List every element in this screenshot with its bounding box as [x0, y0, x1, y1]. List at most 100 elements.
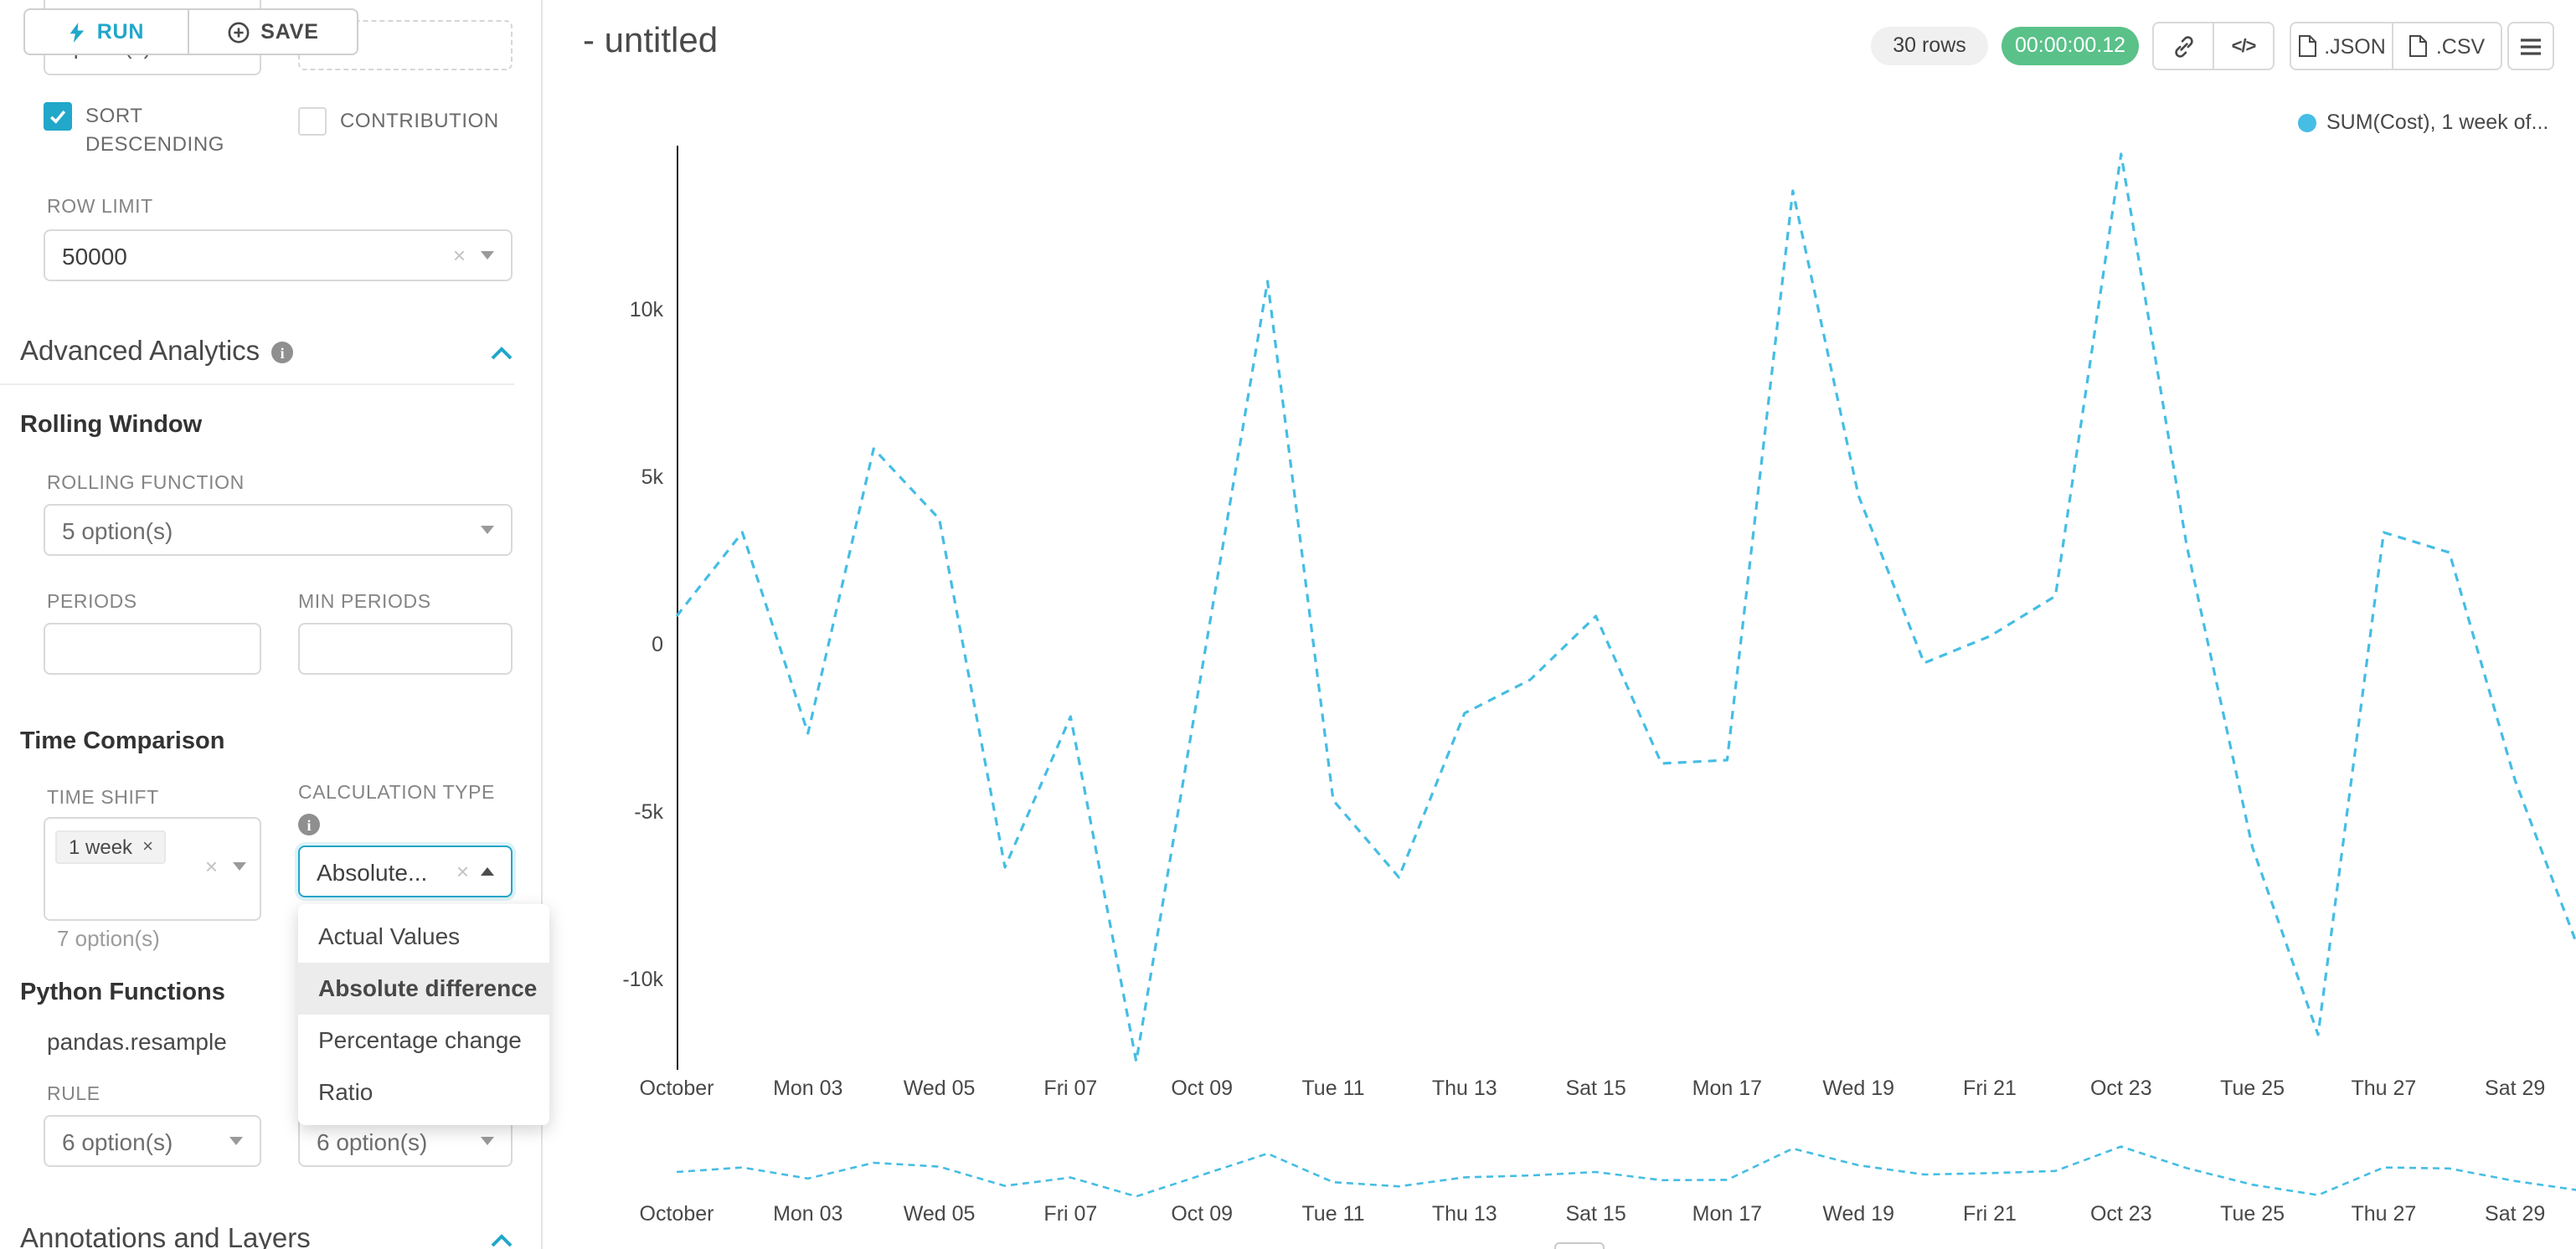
x-tick-label: Oct 09 — [1171, 1202, 1234, 1226]
menu-option[interactable]: Percentage change — [318, 1026, 522, 1053]
time-shift-select[interactable]: 1 week × × — [44, 817, 261, 921]
y-tick-label: -10k — [622, 968, 663, 991]
clear-icon[interactable]: × — [456, 859, 469, 884]
checkbox-checked-icon[interactable] — [44, 102, 72, 131]
menu-option[interactable]: Actual Values — [318, 923, 461, 949]
range-selector-handle[interactable] — [1554, 1242, 1605, 1249]
checkbox-label: CONTRIBUTION — [340, 109, 499, 132]
row-limit-select[interactable]: 50000 × — [44, 229, 513, 281]
x-tick-label: Fri 07 — [1043, 1202, 1098, 1226]
python-functions-title: Python Functions — [20, 979, 225, 1006]
caret-down-icon — [481, 1137, 494, 1145]
x-tick-label: Mon 03 — [773, 1202, 843, 1226]
chevron-up-icon[interactable] — [491, 1233, 513, 1246]
time-shift-label: TIME SHIFT — [47, 789, 159, 809]
row-limit-value: 50000 — [62, 242, 127, 269]
y-tick-label: 5k — [641, 465, 663, 489]
tag-label: 1 week — [69, 835, 133, 859]
x-tick-label: October — [639, 1202, 714, 1226]
select-placeholder: 5 option(s) — [62, 517, 173, 543]
query-timer-badge: 00:00:00.12 — [2002, 27, 2139, 65]
x-tick-label: Oct 23 — [2089, 1202, 2152, 1226]
control-panel-sidebar: option(s) RUN SAVE SO — [0, 0, 543, 1249]
rolling-function-select[interactable]: 5 option(s) — [44, 504, 513, 556]
advanced-analytics-section-header[interactable]: Advanced Analytics i — [20, 337, 513, 368]
min-periods-input[interactable] — [298, 623, 513, 675]
legend-series-label: SUM(Cost), 1 week of... — [2326, 111, 2549, 134]
x-tick-label: Sat 29 — [2485, 1202, 2546, 1226]
section-title: Annotations and Layers — [20, 1224, 311, 1249]
y-tick-label: 10k — [629, 298, 663, 321]
clear-icon[interactable]: × — [204, 854, 218, 879]
x-tick-label: Tue 11 — [1301, 1077, 1365, 1100]
file-icon — [2298, 35, 2316, 57]
calculation-type-dropdown: Actual Values Absolute difference Percen… — [298, 904, 549, 1125]
run-save-button-group: RUN SAVE — [23, 8, 358, 55]
contribution-control[interactable]: CONTRIBUTION — [298, 107, 499, 136]
section-title: Advanced Analytics — [20, 337, 260, 367]
clear-icon[interactable]: × — [452, 243, 466, 268]
caret-down-icon — [481, 251, 494, 260]
caret-down-icon — [233, 862, 246, 871]
info-icon: i — [271, 342, 294, 363]
checkbox-label: SORT DESCENDING — [85, 104, 225, 156]
x-tick-label: Sat 29 — [2485, 1077, 2546, 1100]
calculation-type-select[interactable]: Absolute... × — [298, 846, 513, 897]
chevron-up-icon[interactable] — [491, 346, 513, 359]
run-button-label: RUN — [96, 20, 145, 44]
export-csv-button[interactable]: .CSV — [2392, 22, 2502, 70]
x-tick-label: Wed 19 — [1822, 1077, 1895, 1100]
checkbox-unchecked-icon[interactable] — [298, 107, 327, 136]
x-tick-label: Wed 19 — [1822, 1202, 1895, 1226]
caret-up-icon — [481, 867, 494, 876]
chart-legend[interactable]: SUM(Cost), 1 week of... — [2298, 111, 2548, 134]
x-tick-label: Oct 23 — [2089, 1077, 2152, 1100]
calculation-type-label: CALCULATION TYPE — [298, 784, 495, 804]
annotations-section-header[interactable]: Annotations and Layers — [20, 1224, 513, 1249]
x-tick-label: Tue 11 — [1301, 1202, 1365, 1226]
x-tick-label: Mon 17 — [1692, 1202, 1763, 1226]
time-shift-tag: 1 week × — [55, 830, 167, 864]
rolling-window-title: Rolling Window — [20, 412, 203, 439]
menu-option[interactable]: Ratio — [318, 1078, 374, 1105]
x-tick-label: Mon 17 — [1692, 1077, 1763, 1100]
x-tick-label: Sat 15 — [1565, 1202, 1626, 1226]
save-button[interactable]: SAVE — [188, 8, 358, 55]
sort-descending-control[interactable]: SORT DESCENDING — [44, 102, 245, 159]
x-tick-label: Fri 21 — [1963, 1202, 2017, 1226]
range-selector-series-line — [676, 1145, 2576, 1198]
periods-input[interactable] — [44, 623, 261, 675]
run-button[interactable]: RUN — [23, 8, 189, 55]
section-divider — [0, 383, 514, 385]
x-tick-label: Thu 27 — [2351, 1202, 2417, 1226]
info-icon: i — [298, 814, 320, 835]
remove-tag-icon[interactable]: × — [142, 836, 153, 856]
y-tick-label: -5k — [634, 800, 663, 824]
rolling-function-label: ROLLING FUNCTION — [47, 474, 245, 494]
x-tick-label: Mon 03 — [773, 1077, 843, 1100]
time-shift-options-hint: 7 option(s) — [57, 926, 160, 951]
x-tick-label: Thu 27 — [2351, 1077, 2417, 1100]
x-tick-label: October — [639, 1077, 714, 1100]
copy-link-button[interactable] — [2152, 22, 2214, 70]
hamburger-menu-icon — [2521, 38, 2541, 54]
view-query-button[interactable]: </> — [2213, 22, 2275, 70]
export-csv-label: .CSV — [2435, 34, 2486, 58]
link-icon — [2174, 35, 2192, 57]
menu-option[interactable]: Absolute difference — [298, 963, 549, 1015]
periods-label: PERIODS — [47, 593, 137, 613]
x-tick-label: Thu 13 — [1431, 1077, 1497, 1100]
x-tick-label: Thu 13 — [1431, 1202, 1497, 1226]
export-json-button[interactable]: .JSON — [2290, 22, 2393, 70]
x-tick-label: Tue 25 — [2220, 1202, 2285, 1226]
more-options-button[interactable] — [2507, 22, 2554, 70]
lightning-icon — [70, 22, 84, 42]
row-limit-label: ROW LIMIT — [47, 198, 153, 218]
legend-series-dot — [2298, 113, 2316, 131]
resample-rule-select[interactable]: 6 option(s) — [44, 1115, 261, 1167]
x-tick-label: Fri 07 — [1043, 1077, 1098, 1100]
y-tick-label: 0 — [652, 633, 663, 656]
